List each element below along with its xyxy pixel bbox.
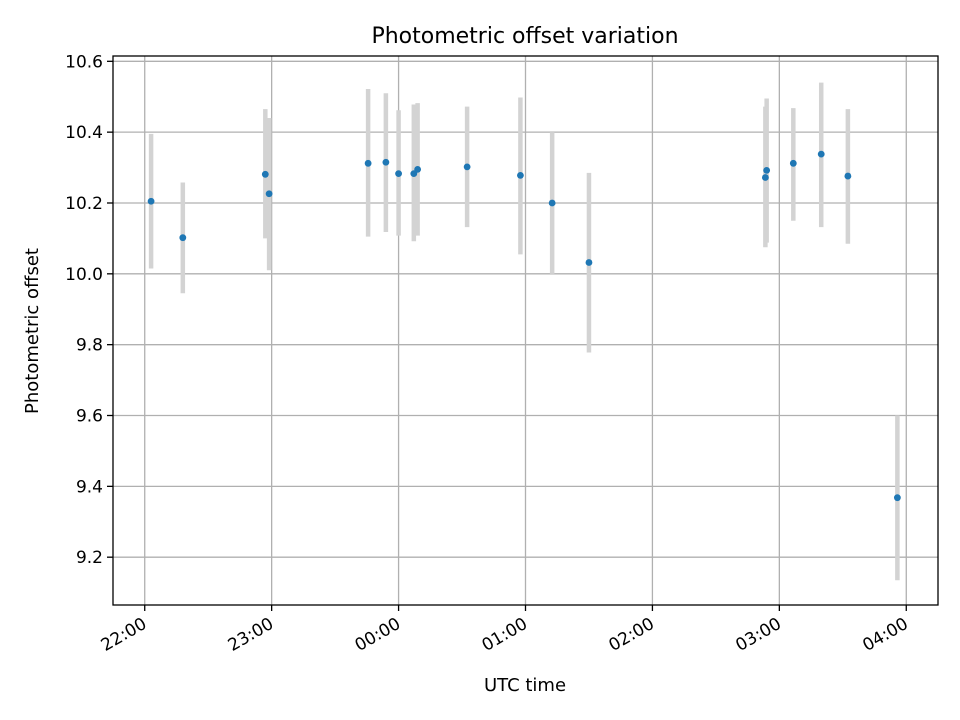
x-tick-label: 01:00 bbox=[479, 614, 531, 656]
data-point bbox=[548, 199, 556, 207]
x-axis-ticks: 22:00 23:00 00:00 01:00 02:00 03:00 04:00 bbox=[98, 605, 912, 656]
data-point bbox=[382, 158, 390, 166]
x-tick-label: 23:00 bbox=[225, 614, 277, 656]
data-point bbox=[147, 197, 155, 205]
grid-lines bbox=[113, 56, 938, 605]
data-point bbox=[179, 234, 187, 242]
x-axis-label: UTC time bbox=[484, 675, 566, 696]
y-axis-ticks: 9.2 9.4 9.6 9.8 10.0 10.2 10.4 10.6 bbox=[65, 52, 113, 568]
data-point bbox=[893, 494, 901, 502]
x-tick-label: 03:00 bbox=[732, 614, 784, 656]
x-tick-label: 04:00 bbox=[859, 614, 911, 656]
data-point bbox=[414, 165, 422, 173]
y-tick-label: 10.6 bbox=[65, 52, 103, 72]
y-tick-label: 10.0 bbox=[65, 265, 103, 285]
data-point bbox=[761, 174, 769, 181]
data-point bbox=[585, 259, 593, 266]
y-axis-label: Photometric offset bbox=[22, 248, 43, 414]
y-tick-label: 9.6 bbox=[76, 407, 103, 427]
data-point bbox=[789, 159, 797, 167]
data-point bbox=[844, 172, 852, 180]
x-tick-label: 00:00 bbox=[352, 614, 404, 656]
x-tick-label: 22:00 bbox=[98, 614, 150, 656]
y-tick-label: 10.2 bbox=[65, 194, 103, 214]
x-tick-label: 02:00 bbox=[605, 614, 657, 656]
y-tick-label: 10.4 bbox=[65, 123, 103, 143]
y-tick-label: 9.2 bbox=[76, 548, 103, 568]
y-tick-label: 9.4 bbox=[76, 477, 103, 497]
y-tick-label: 9.8 bbox=[76, 336, 103, 356]
error-bars bbox=[148, 82, 900, 581]
data-point bbox=[265, 190, 273, 198]
data-point bbox=[261, 170, 269, 178]
chart-title: Photometric offset variation bbox=[371, 24, 678, 49]
data-point bbox=[763, 167, 771, 174]
data-point bbox=[517, 171, 524, 179]
data-point bbox=[395, 170, 402, 177]
data-point bbox=[364, 159, 372, 167]
data-point bbox=[463, 163, 471, 171]
data-points bbox=[147, 150, 901, 502]
data-point bbox=[817, 150, 825, 158]
